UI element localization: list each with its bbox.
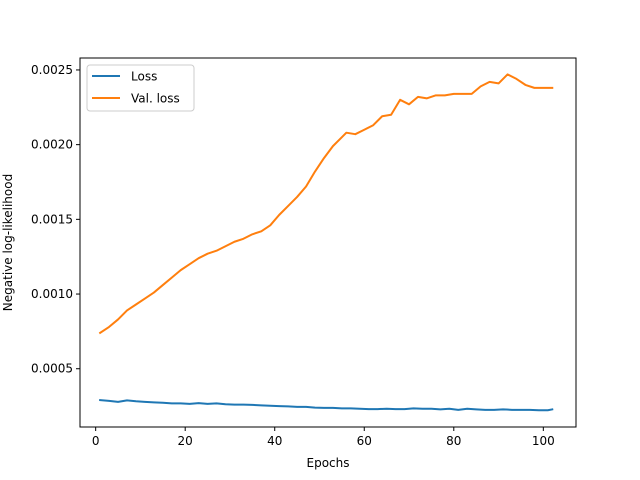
x-axis-label: Epochs xyxy=(307,456,350,470)
plot-background xyxy=(80,58,576,427)
plot-frame xyxy=(79,57,577,428)
x-tick-label: 40 xyxy=(267,434,282,448)
legend: Loss Val. loss xyxy=(86,64,195,112)
y-tick-label: 0.0020 xyxy=(31,138,73,152)
y-axis-label: Negative log-likelihood xyxy=(1,174,15,311)
legend-label-val-loss: Val. loss xyxy=(131,92,180,106)
y-tick-label: 0.0015 xyxy=(31,212,73,226)
series-line-loss xyxy=(99,399,554,412)
y-tick-label: 0.0010 xyxy=(31,287,73,301)
y-tick-label: 0.0025 xyxy=(31,63,73,77)
x-tick-label: 0 xyxy=(92,434,100,448)
x-tick-label: 20 xyxy=(178,434,193,448)
series-layer xyxy=(98,73,554,412)
x-tick-label: 80 xyxy=(446,434,461,448)
x-tick-label: 60 xyxy=(357,434,372,448)
legend-label-loss: Loss xyxy=(131,70,157,84)
x-tick-label: 100 xyxy=(532,434,555,448)
y-tick-label: 0.0005 xyxy=(31,362,73,376)
ticks-layer: 0 20 40 60 80 100 0.0005 0.0010 0.0015 0.0020 0.00… xyxy=(31,63,555,448)
series-line-val-loss xyxy=(98,73,554,335)
